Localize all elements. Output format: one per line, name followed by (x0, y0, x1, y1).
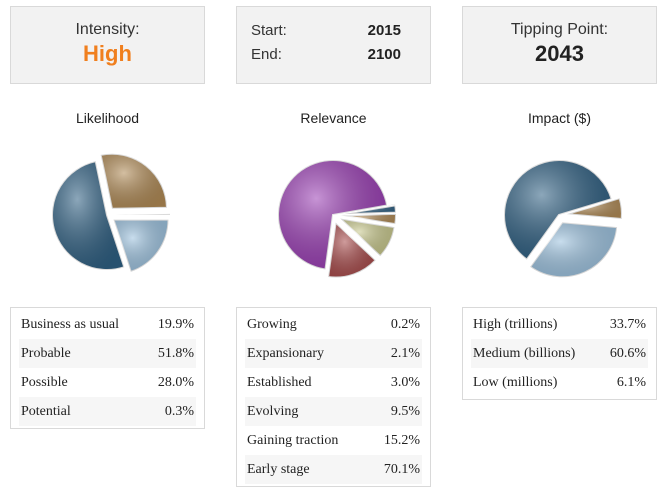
pie-slice-group (99, 152, 168, 210)
pie-chart (277, 159, 397, 279)
pie-slice-group (51, 159, 126, 271)
row-label: Early stage (247, 462, 310, 477)
row-value: 70.1% (383, 462, 420, 477)
pie-slice-group (337, 217, 396, 258)
table-row: Evolving 9.5% (245, 397, 422, 426)
pie-slice-shade (504, 160, 612, 260)
table-row: Gaining traction 15.2% (245, 426, 422, 455)
table-row: Probable 51.8% (19, 339, 196, 368)
row-value: 15.2% (383, 433, 420, 448)
pie-slice-group (326, 220, 378, 279)
pie-slice-group (277, 159, 389, 271)
chart-column: Impact ($) High (trillions) 33.7% Medium (b… (462, 110, 657, 400)
intensity-box: Intensity: High (10, 6, 205, 84)
pie-slice-group (340, 212, 397, 226)
table-row: Potential 0.3% (19, 397, 196, 426)
period-box: Start: 2015 End: 2100 (236, 6, 431, 84)
start-value: 2015 (367, 22, 401, 39)
row-label: Medium (billions) (473, 346, 576, 361)
pie-slice-shade (114, 213, 170, 215)
table-row: Low (millions) 6.1% (471, 368, 648, 397)
row-label: Possible (21, 375, 68, 390)
pie-slice-group (112, 218, 170, 274)
data-table: Business as usual 19.9% Probable 51.8% Possi… (10, 307, 205, 429)
pie-slice-shade (100, 153, 167, 209)
table-row: Expansionary 2.1% (245, 339, 422, 368)
row-value: 3.0% (390, 375, 420, 390)
row-label: Probable (21, 346, 71, 361)
row-value: 2.1% (390, 346, 420, 361)
pie-chart (503, 159, 623, 279)
row-value: 28.0% (157, 375, 194, 390)
intensity-value: High (83, 41, 132, 66)
pie-title: Relevance (300, 110, 367, 126)
start-label: Start: (251, 22, 287, 39)
row-value: 0.3% (164, 404, 194, 419)
table-row: Possible 28.0% (19, 368, 196, 397)
pie-slice-group (566, 196, 623, 221)
data-table: High (trillions) 33.7% Medium (billions) 60… (462, 307, 657, 400)
row-value: 60.6% (609, 346, 646, 361)
pie-slice-shade (52, 161, 125, 270)
pie-title: Impact ($) (527, 110, 591, 126)
end-label: End: (251, 46, 282, 63)
pie-slice-group (114, 212, 172, 216)
tipping-label: Tipping Point: (510, 21, 609, 38)
end-value: 2100 (367, 46, 401, 63)
tipping-value: 2043 (535, 41, 584, 66)
row-label: Growing (247, 317, 297, 332)
row-label: Expansionary (247, 346, 324, 361)
row-value: 6.1% (616, 375, 646, 390)
table-row: Business as usual 19.9% (19, 310, 196, 339)
chart-column: Relevance Growing 0.2% Expansionary 2.1% Esta… (236, 110, 431, 487)
row-value: 19.9% (157, 317, 194, 332)
table-row: Growing 0.2% (245, 310, 422, 339)
pie-slice-shade (340, 218, 395, 257)
pie-slice-shade (340, 213, 396, 225)
pie-slice-shade (566, 198, 622, 219)
row-value: 0.2% (390, 317, 420, 332)
pie-title: Likelihood (75, 110, 140, 126)
pie-slice-shade (113, 219, 169, 272)
table-row: Established 3.0% (245, 368, 422, 397)
pie-chart (51, 152, 172, 274)
table-row: High (trillions) 33.7% (471, 310, 648, 339)
pie-slice-group (528, 221, 619, 279)
row-value: 9.5% (390, 404, 420, 419)
pie-slice-group (503, 159, 613, 261)
row-label: Evolving (247, 404, 299, 419)
table-row: Medium (billions) 60.6% (471, 339, 648, 368)
tipping-box: Tipping Point: 2043 (462, 6, 657, 84)
table-row: Early stage 70.1% (245, 455, 422, 484)
row-label: Established (247, 375, 312, 390)
chart-column: Likelihood Business as usual 19.9% Probable… (10, 110, 205, 429)
pie-slice-shade (328, 222, 376, 278)
pie-slice-shade (530, 222, 618, 278)
row-value: 33.7% (609, 317, 646, 332)
data-table: Growing 0.2% Expansionary 2.1% Established 3.… (236, 307, 431, 487)
row-label: Potential (21, 404, 71, 419)
row-label: Business as usual (21, 317, 119, 332)
pie-slice-shade (278, 160, 388, 270)
row-label: Low (millions) (473, 375, 558, 390)
row-label: Gaining traction (247, 433, 339, 448)
row-label: High (trillions) (473, 317, 558, 332)
row-value: 51.8% (157, 346, 194, 361)
intensity-label: Intensity: (75, 21, 140, 38)
